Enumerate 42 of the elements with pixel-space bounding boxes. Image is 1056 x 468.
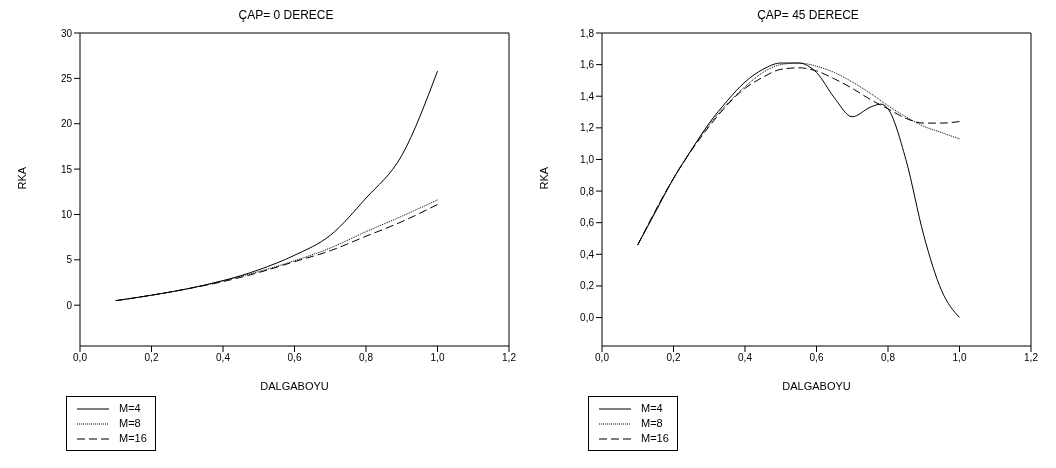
x-tick-label: 1,0	[430, 352, 445, 364]
x-tick-label: 1,0	[952, 352, 967, 364]
x-axis-title: DALGABOYU	[260, 380, 329, 392]
y-tick-label: 1,8	[580, 27, 595, 39]
y-tick-label: 1,6	[580, 59, 595, 71]
legend-label: M=8	[119, 416, 141, 431]
y-tick-label: 25	[60, 72, 73, 84]
x-tick-label: 0,4	[216, 352, 231, 364]
legend-label: M=16	[641, 431, 669, 446]
y-tick-label: 0,4	[580, 248, 595, 260]
y-axis-title: RKA	[537, 166, 550, 190]
y-tick-label: 0,6	[580, 217, 595, 229]
x-tick-label: 0,4	[738, 352, 753, 364]
x-tick-label: 1,2	[1024, 352, 1039, 364]
x-tick-label: 0,8	[881, 352, 896, 364]
legend-label: M=4	[119, 401, 141, 416]
legend-label: M=16	[119, 431, 147, 446]
chart-title: ÇAP= 0 DERECE	[237, 8, 335, 24]
y-tick-label: 0,2	[580, 280, 595, 292]
x-tick-label: 0,0	[595, 352, 610, 364]
y-tick-label: 1,2	[580, 122, 595, 134]
y-tick-label: 0,8	[580, 185, 595, 197]
legend-label: M=4	[641, 401, 663, 416]
y-tick-label: 15	[60, 163, 73, 175]
legend-label: M=8	[641, 416, 663, 431]
y-tick-label: 0,0	[580, 312, 595, 324]
x-tick-label: 1,2	[502, 352, 517, 364]
y-tick-label: 0	[66, 299, 73, 311]
y-tick-label: 20	[60, 118, 73, 130]
x-tick-label: 0,6	[809, 352, 824, 364]
y-tick-label: 1,0	[580, 154, 595, 166]
x-axis-title: DALGABOYU	[782, 380, 851, 392]
chart-title: ÇAP= 45 DERECE	[756, 8, 860, 24]
y-axis-title: RKA	[15, 166, 28, 190]
y-tick-label: 1,4	[580, 90, 595, 102]
x-tick-label: 0,2	[144, 352, 159, 364]
x-tick-label: 0,8	[359, 352, 374, 364]
y-tick-label: 5	[66, 254, 73, 266]
y-tick-label: 10	[60, 209, 73, 220]
x-tick-label: 0,2	[666, 352, 681, 364]
y-tick-label: 30	[60, 27, 73, 39]
x-tick-label: 0,6	[287, 352, 302, 364]
